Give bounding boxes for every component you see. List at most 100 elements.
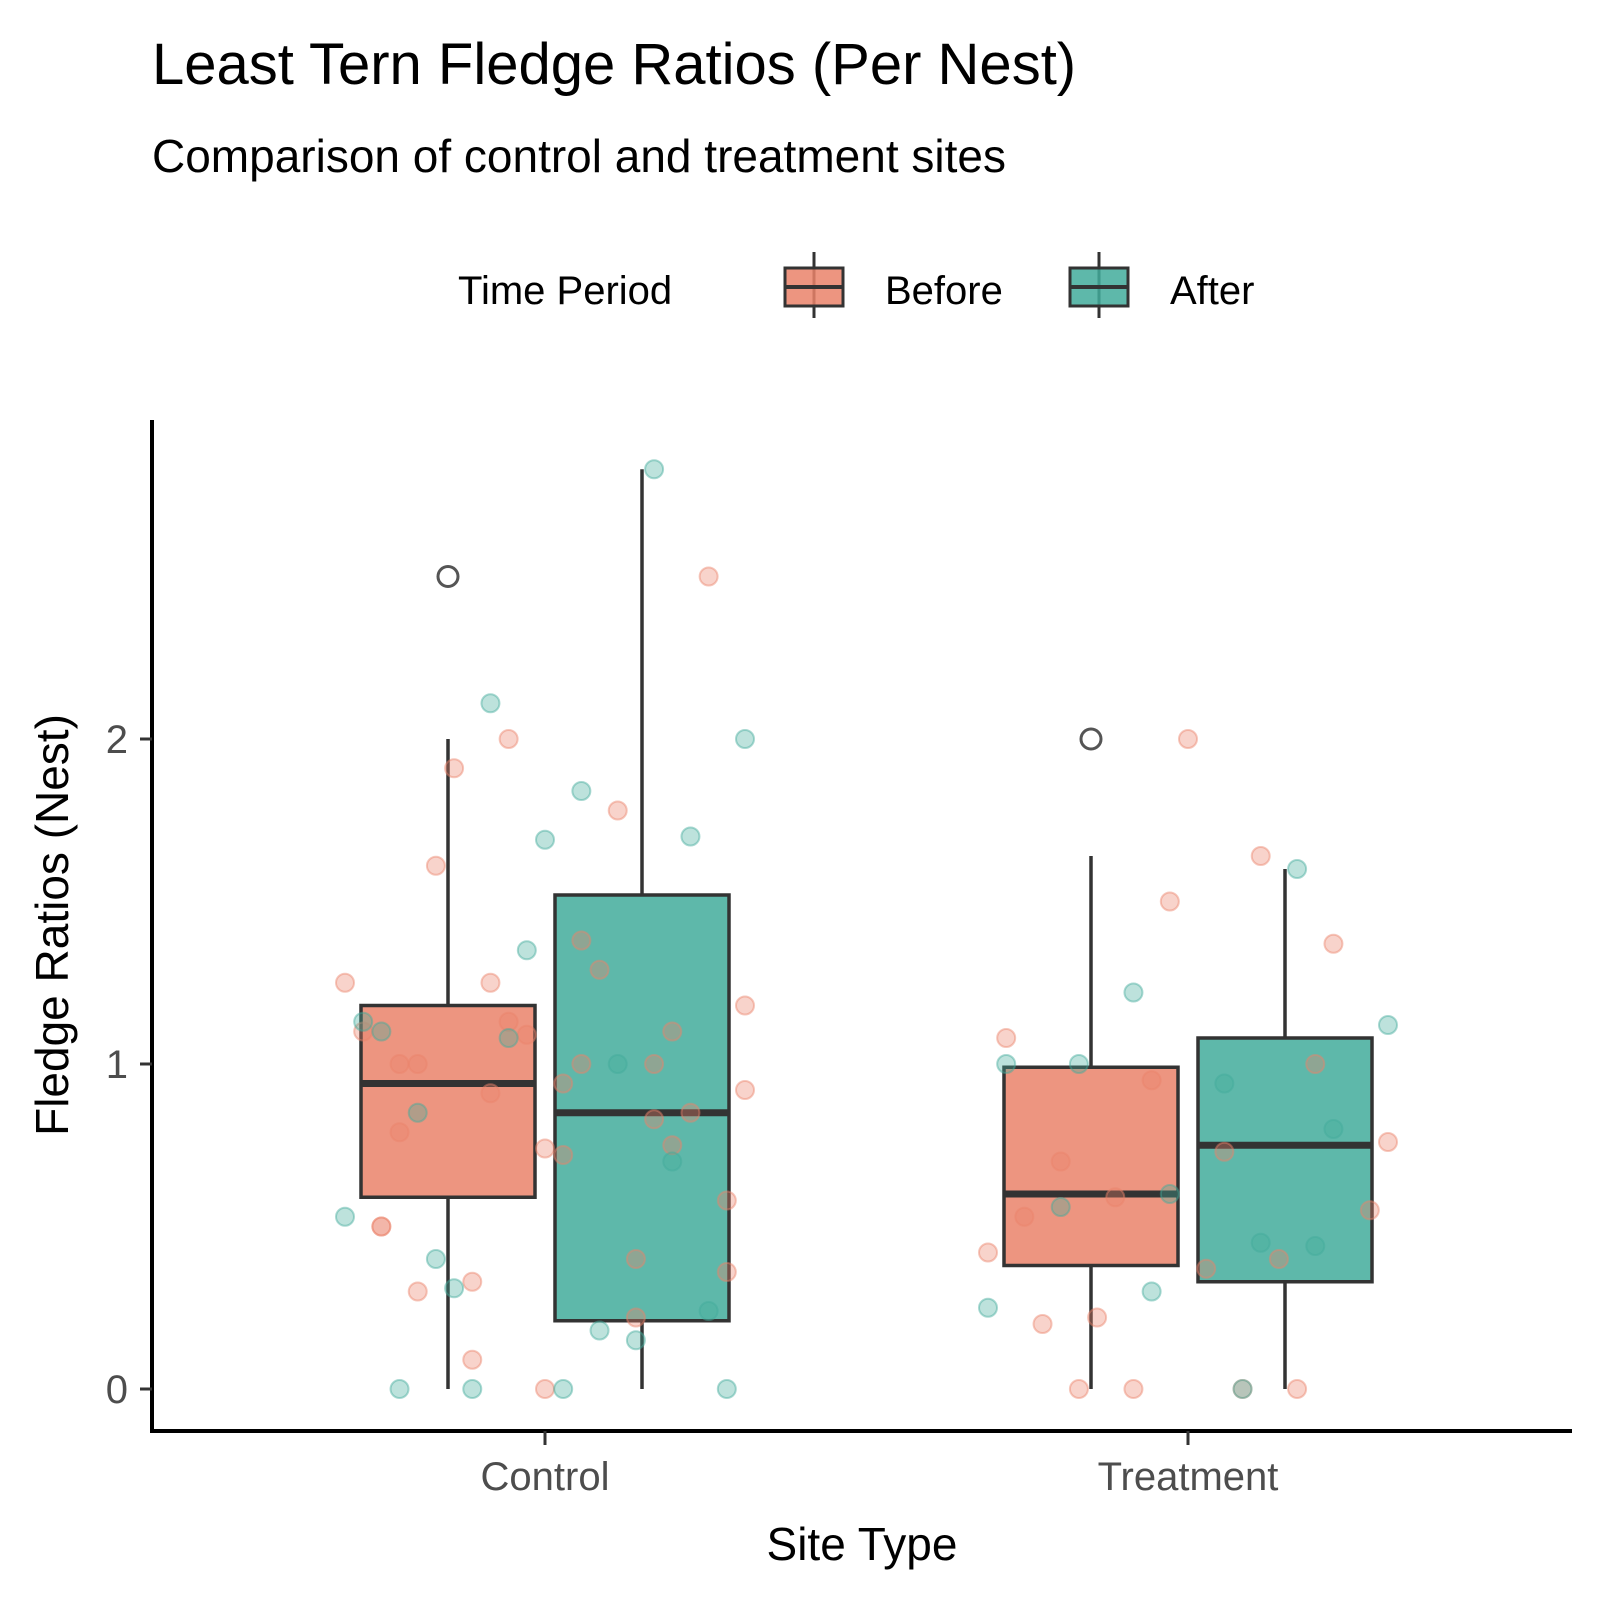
y-tick-label: 0 bbox=[106, 1368, 128, 1412]
data-point-after bbox=[1159, 1184, 1180, 1204]
data-point-before bbox=[516, 1024, 537, 1045]
data-point-before bbox=[389, 1054, 410, 1074]
data-point-before bbox=[1050, 1151, 1071, 1172]
chart-title: Least Tern Fledge Ratios (Per Nest) bbox=[152, 32, 1076, 97]
x-tick-label: Treatment bbox=[1098, 1455, 1279, 1499]
box-before-treatment bbox=[1002, 1065, 1180, 1268]
data-point-after bbox=[644, 459, 665, 480]
data-point-before bbox=[716, 1190, 737, 1211]
data-point-before bbox=[1159, 891, 1180, 912]
data-point-after bbox=[480, 693, 501, 714]
data-point-before bbox=[625, 1307, 646, 1328]
data-point-before bbox=[553, 1145, 574, 1165]
data-point-after bbox=[716, 1379, 737, 1399]
data-point-before bbox=[425, 855, 446, 876]
data-point-after bbox=[1232, 1379, 1253, 1399]
data-point-before bbox=[407, 1054, 428, 1074]
data-point-after bbox=[535, 829, 555, 850]
data-point-before bbox=[407, 1281, 428, 1302]
data-point-before bbox=[735, 995, 755, 1016]
data-point-before bbox=[1014, 1206, 1035, 1227]
data-point-after bbox=[589, 1320, 610, 1341]
data-point-after bbox=[607, 1054, 628, 1074]
data-point-before bbox=[480, 1083, 501, 1104]
data-point-after bbox=[571, 781, 592, 801]
data-point-after bbox=[698, 1301, 719, 1321]
data-point-before bbox=[1250, 846, 1271, 866]
data-point-before bbox=[1032, 1314, 1053, 1334]
data-point-before bbox=[1068, 1379, 1089, 1399]
data-point-after bbox=[1250, 1232, 1271, 1253]
data-point-before bbox=[1178, 729, 1198, 749]
data-point-before bbox=[607, 800, 628, 821]
data-point-before bbox=[644, 1054, 665, 1074]
x-axis-title: Site Type bbox=[767, 1518, 958, 1570]
data-point-before bbox=[589, 959, 610, 980]
data-point-before bbox=[571, 930, 592, 951]
data-point-before bbox=[462, 1349, 483, 1370]
legend-item-after: After bbox=[1068, 252, 1254, 318]
data-point-after bbox=[553, 1379, 574, 1399]
data-point-before bbox=[1359, 1200, 1380, 1221]
data-point-before bbox=[1305, 1054, 1326, 1074]
data-point-before bbox=[1232, 1379, 1253, 1399]
data-point-before bbox=[353, 1021, 374, 1042]
data-point-after bbox=[371, 1021, 392, 1042]
x-axis-ticks: Control Treatment bbox=[481, 1431, 1279, 1499]
legend: Time Period Before After bbox=[458, 252, 1254, 318]
data-point-before bbox=[735, 1080, 755, 1100]
data-point-before bbox=[1268, 1249, 1289, 1269]
y-tick-label: 2 bbox=[106, 718, 128, 762]
box-outlier bbox=[1079, 727, 1103, 751]
data-point-before bbox=[1323, 933, 1344, 954]
data-point-after bbox=[1141, 1281, 1162, 1302]
y-axis-ticks: 0 1 2 bbox=[106, 718, 152, 1412]
data-point-after bbox=[625, 1330, 646, 1351]
data-point-after bbox=[1050, 1197, 1071, 1217]
y-tick-label: 1 bbox=[106, 1043, 128, 1087]
data-point-after bbox=[353, 1011, 374, 1032]
data-point-before bbox=[371, 1216, 392, 1237]
data-point-after bbox=[1068, 1054, 1089, 1074]
data-point-after bbox=[1287, 859, 1308, 879]
data-point-before bbox=[1196, 1258, 1217, 1279]
data-point-before bbox=[335, 972, 355, 993]
data-point-before bbox=[662, 1135, 683, 1156]
data-point-after bbox=[335, 1206, 355, 1227]
legend-item-before: Before bbox=[783, 252, 1003, 318]
legend-label: After bbox=[1170, 269, 1254, 313]
data-point-before bbox=[498, 729, 519, 749]
data-point-before bbox=[716, 1262, 737, 1282]
data-point-before bbox=[571, 1054, 592, 1074]
box-before-control bbox=[359, 1003, 537, 1199]
data-point-before bbox=[553, 1073, 574, 1094]
data-point-after bbox=[662, 1151, 683, 1172]
data-point-after bbox=[444, 1278, 465, 1299]
data-point-after bbox=[735, 729, 755, 749]
box-outlier bbox=[436, 565, 460, 588]
data-point-after bbox=[680, 826, 701, 847]
data-point-before bbox=[662, 1021, 683, 1042]
data-point-before bbox=[480, 972, 501, 993]
data-point-before bbox=[1141, 1070, 1162, 1091]
legend-label: Before bbox=[885, 269, 1003, 313]
data-point-before bbox=[698, 566, 719, 587]
data-point-before bbox=[1378, 1132, 1398, 1152]
data-point-after bbox=[1323, 1119, 1344, 1139]
box-after-control bbox=[553, 893, 731, 1323]
data-point-before bbox=[371, 1216, 392, 1237]
data-point-before bbox=[1087, 1307, 1108, 1328]
data-point-after bbox=[389, 1379, 410, 1399]
data-point-after bbox=[425, 1249, 446, 1269]
data-point-before bbox=[535, 1379, 555, 1399]
data-point-after bbox=[1214, 1073, 1235, 1094]
data-point-before bbox=[625, 1249, 646, 1269]
legend-keys: Before After bbox=[783, 252, 1254, 318]
data-point-after bbox=[1305, 1236, 1326, 1256]
data-point-before bbox=[996, 1028, 1017, 1048]
data-point-before bbox=[978, 1242, 998, 1263]
data-point-after bbox=[996, 1054, 1017, 1074]
data-point-after bbox=[516, 940, 537, 961]
